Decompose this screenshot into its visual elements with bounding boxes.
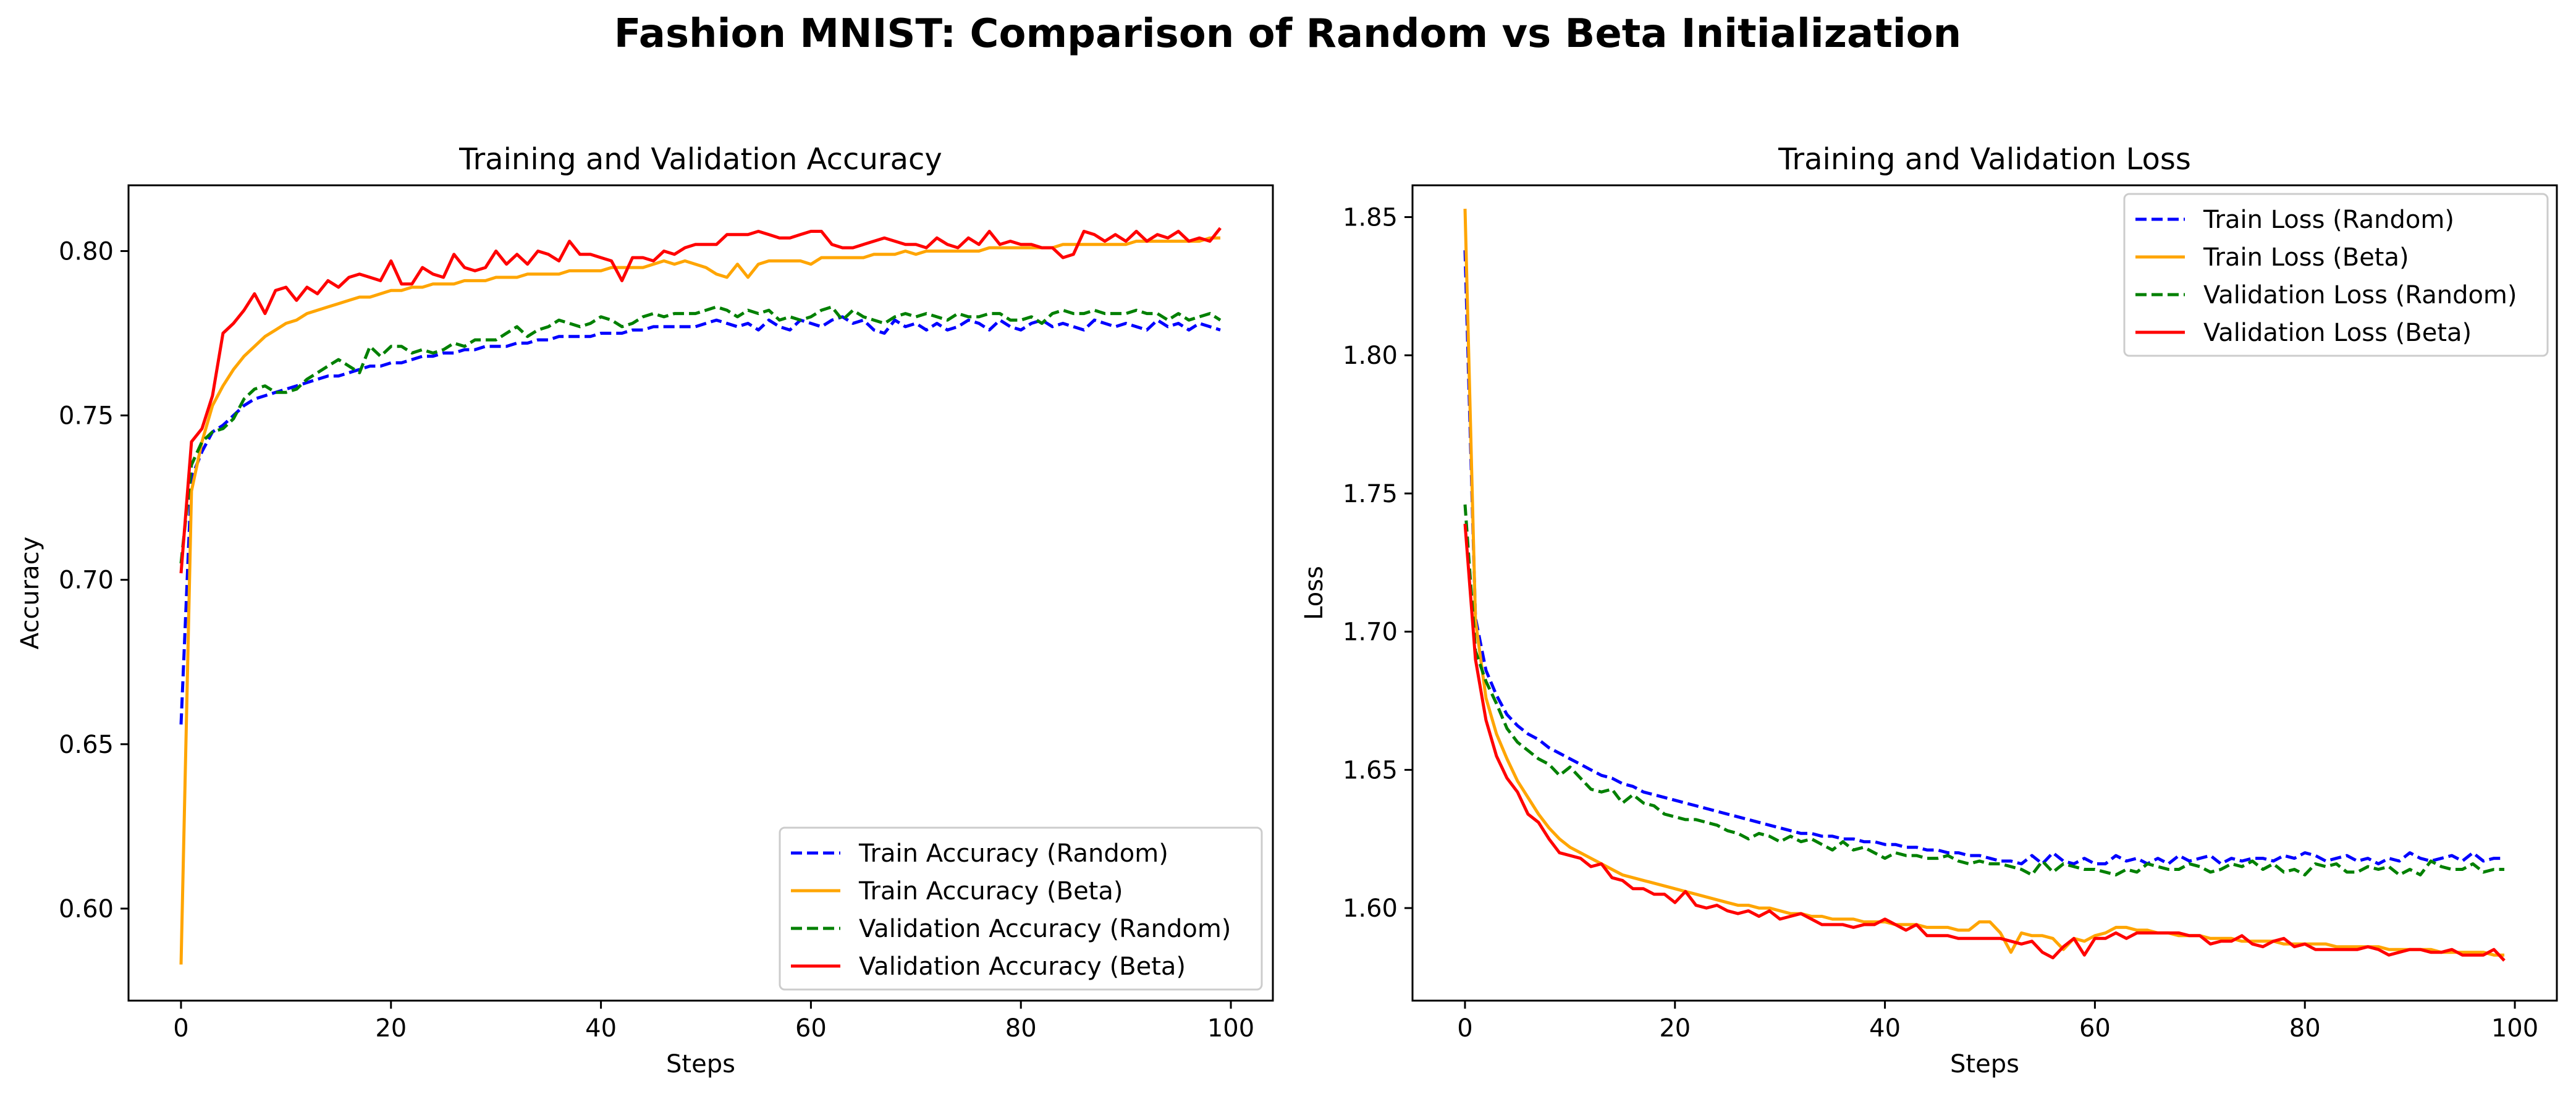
loss-legend-label-1: Train Loss (Beta) [2203, 243, 2409, 272]
loss-series-line-0 [1463, 250, 2504, 865]
loss-y-tick-label: 1.75 [1343, 480, 1398, 508]
accuracy-legend-label-0: Train Accuracy (Random) [858, 839, 1168, 868]
loss-x-tick-label: 0 [1457, 1014, 1472, 1043]
accuracy-series-line-3 [179, 227, 1222, 574]
loss-y-tick-label: 1.60 [1343, 894, 1398, 923]
accuracy-x-axis-label: Steps [666, 1050, 735, 1078]
accuracy-y-tick-label: 0.70 [59, 566, 114, 595]
loss-axes-frame [1411, 184, 2558, 1002]
accuracy-legend-label-2: Validation Accuracy (Random) [859, 915, 1231, 943]
accuracy-x-tick-label: 80 [1005, 1014, 1037, 1043]
accuracy-x-tick-label: 20 [375, 1014, 407, 1043]
accuracy-y-tick-label: 0.60 [59, 895, 114, 923]
accuracy-axes-frame [127, 184, 1274, 1002]
loss-y-tick-label: 1.65 [1343, 756, 1398, 784]
accuracy-x-tick-label: 100 [1207, 1014, 1254, 1043]
accuracy-series-group [179, 227, 1222, 965]
loss-x-tick-label: 40 [1869, 1014, 1901, 1043]
accuracy-panel: 0 20 40 60 80 100 0.60 0.65 0.70 0.75 0.80 Training… [16, 142, 1274, 1078]
accuracy-y-axis-label: Accuracy [16, 537, 44, 650]
accuracy-x-tick-label: 40 [585, 1014, 617, 1043]
accuracy-y-tick-label: 0.65 [59, 731, 114, 759]
loss-y-tick-label: 1.70 [1343, 618, 1398, 647]
accuracy-x-tick-label: 0 [173, 1014, 188, 1043]
accuracy-y-tick-label: 0.75 [59, 402, 114, 431]
accuracy-x-tick-label: 60 [795, 1014, 827, 1043]
loss-x-axis-label: Steps [1950, 1050, 2019, 1078]
loss-y-tick-label: 1.85 [1343, 203, 1398, 232]
loss-legend: Train Loss (Random) Train Loss (Beta) Vali… [2123, 193, 2549, 357]
accuracy-y-tick-label: 0.80 [59, 237, 114, 266]
accuracy-series-line-2 [179, 305, 1222, 564]
loss-x-tick-label: 60 [2079, 1014, 2111, 1043]
loss-chart-title: Training and Validation Loss [1778, 142, 2191, 177]
loss-legend-label-0: Train Loss (Random) [2203, 206, 2454, 234]
accuracy-legend-label-1: Train Accuracy (Beta) [858, 877, 1123, 906]
loss-series-line-1 [1463, 208, 2504, 957]
accuracy-series-line-0 [179, 315, 1221, 725]
accuracy-legend-box [779, 826, 1263, 991]
loss-y-axis-label: Loss [1300, 566, 1328, 620]
loss-series-line-2 [1463, 504, 2504, 876]
loss-x-tick-label: 80 [2289, 1014, 2321, 1043]
loss-series-group [1463, 208, 2506, 962]
loss-y-tick-label: 1.80 [1343, 342, 1398, 370]
loss-panel: 0 20 40 60 80 100 1.60 1.65 1.70 1.75 1.80 1.85 Trai… [1300, 142, 2558, 1078]
loss-legend-label-2: Validation Loss (Random) [2203, 281, 2517, 309]
loss-x-tick-label: 20 [1659, 1014, 1691, 1043]
figure-title: Fashion MNIST: Comparison of Random vs B… [614, 11, 1961, 57]
accuracy-legend: Train Accuracy (Random) Train Accuracy (B… [779, 826, 1263, 991]
accuracy-chart-title: Training and Validation Accuracy [458, 142, 942, 177]
loss-legend-box [2123, 193, 2549, 357]
accuracy-legend-label-3: Validation Accuracy (Beta) [859, 952, 1186, 981]
loss-series-line-3 [1463, 523, 2506, 962]
loss-x-tick-label: 100 [2491, 1014, 2538, 1043]
loss-legend-label-3: Validation Loss (Beta) [2203, 319, 2472, 347]
